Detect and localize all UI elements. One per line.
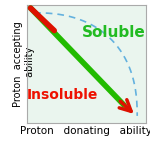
X-axis label: Proton   donating   ability: Proton donating ability xyxy=(20,126,150,136)
Text: Soluble: Soluble xyxy=(82,26,145,40)
Text: Insoluble: Insoluble xyxy=(27,88,98,102)
Y-axis label: Proton  accepting
 ability: Proton accepting ability xyxy=(13,21,35,107)
